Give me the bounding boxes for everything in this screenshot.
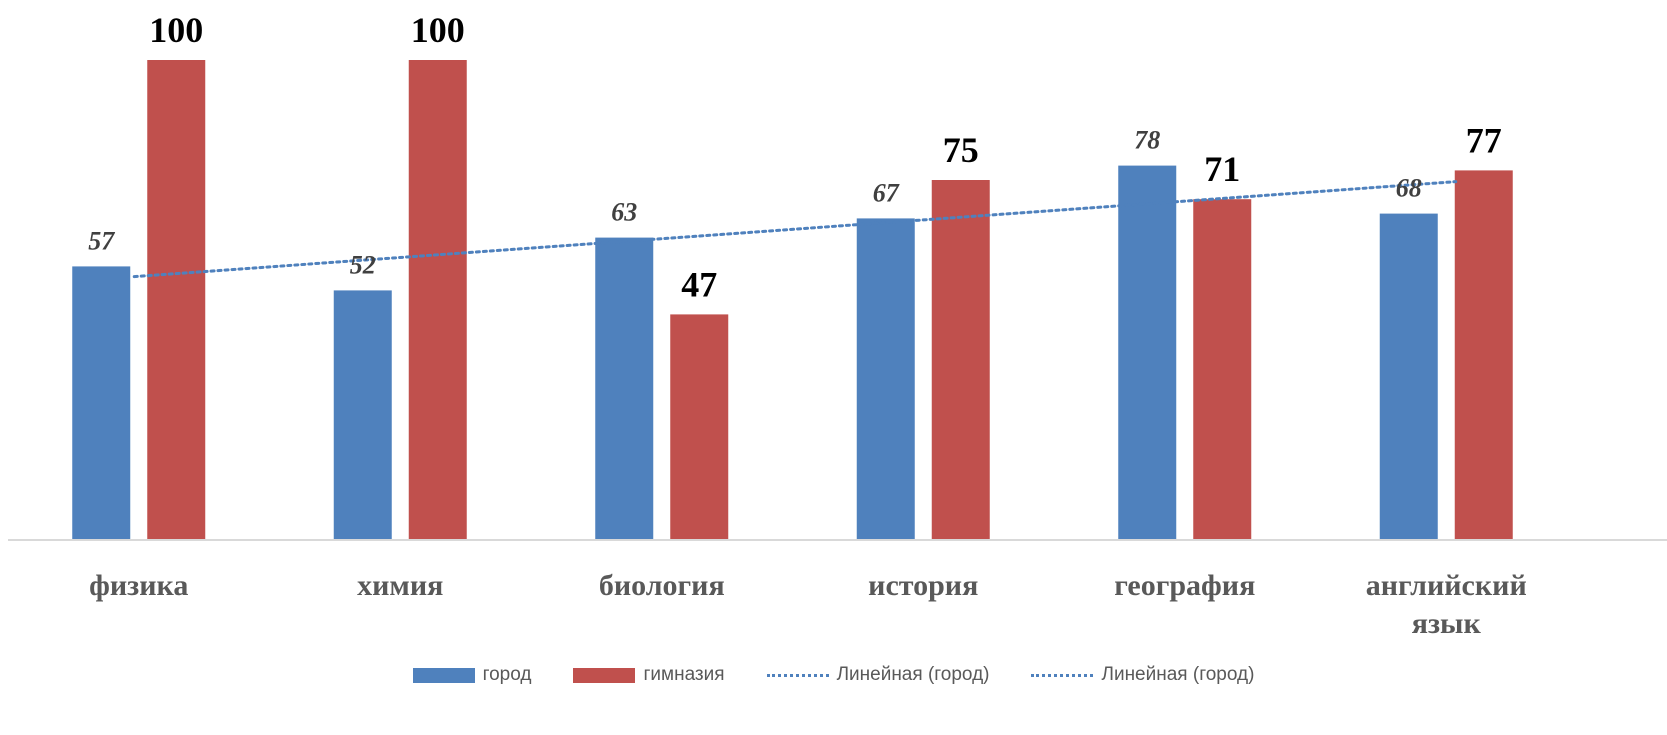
bar-gymnasium-4 (1193, 199, 1252, 540)
category-label-line: история (868, 569, 978, 602)
data-label-city-4: 78 (1134, 126, 1160, 155)
data-labels-group: 57 100 52 100 63 47 67 75 78 71 68 77 (88, 10, 1502, 304)
data-label-gymnasium-1: 100 (411, 10, 465, 50)
category-label-2: биология (599, 569, 725, 602)
bar-gymnasium-1 (408, 60, 467, 540)
legend-item-trendline-2: Линейная (город) (1031, 664, 1254, 686)
category-label-5: английский язык (1366, 569, 1527, 640)
data-label-gymnasium-4: 71 (1204, 149, 1240, 189)
bar-city-3 (856, 218, 915, 540)
legend-item-gymnasium: гимназия (573, 664, 725, 686)
legend-swatch-trendline-2 (1031, 673, 1094, 677)
bar-city-5 (1379, 213, 1438, 540)
data-label-gymnasium-0: 100 (149, 10, 203, 50)
bar-city-0 (72, 266, 131, 540)
bar-city-2 (595, 237, 654, 540)
category-label-0: физика (89, 569, 188, 602)
legend-swatch-gymnasium (573, 667, 636, 683)
data-label-gymnasium-5: 77 (1466, 120, 1502, 160)
data-label-city-1: 52 (350, 250, 376, 279)
data-label-city-3: 67 (873, 178, 900, 207)
legend-item-trendline-1: Линейная (город) (766, 664, 990, 686)
bars-group (72, 60, 1513, 540)
legend-item-city: город (412, 664, 532, 686)
category-label-line: язык (1412, 607, 1482, 640)
trendline-city (132, 180, 1458, 279)
category-labels-group: физика химия биология история география англи… (89, 569, 1527, 640)
legend-swatch-trendline-1 (766, 673, 829, 677)
data-label-city-2: 63 (611, 198, 637, 227)
data-label-city-5: 68 (1396, 174, 1422, 203)
legend: город гимназия Линейная (город) Линейная… (0, 664, 1667, 686)
category-label-line: английский (1366, 569, 1527, 602)
legend-swatch-city (412, 667, 475, 683)
bar-gymnasium-0 (147, 60, 206, 540)
bar-gymnasium-2 (670, 314, 729, 540)
category-label-4: география (1114, 569, 1255, 602)
data-label-gymnasium-3: 75 (943, 130, 979, 170)
bar-city-1 (333, 290, 392, 540)
category-label-line: география (1114, 569, 1255, 602)
category-label-line: химия (357, 569, 443, 602)
bar-gymnasium-3 (931, 180, 990, 540)
legend-label-city: город (482, 664, 532, 685)
category-label-line: биология (599, 569, 725, 602)
legend-label-trendline-2: Линейная (город) (1101, 664, 1255, 685)
category-label-line: физика (89, 569, 188, 602)
category-label-3: история (868, 569, 978, 602)
bar-gymnasium-5 (1454, 170, 1513, 540)
legend-label-gymnasium: гимназия (643, 664, 725, 685)
bar-city-4 (1118, 165, 1177, 540)
data-label-city-0: 57 (88, 226, 115, 255)
legend-label-trendline-1: Линейная (город) (836, 664, 990, 685)
category-label-1: химия (357, 569, 443, 602)
trendline-group (132, 180, 1458, 279)
data-label-gymnasium-2: 47 (681, 264, 717, 304)
